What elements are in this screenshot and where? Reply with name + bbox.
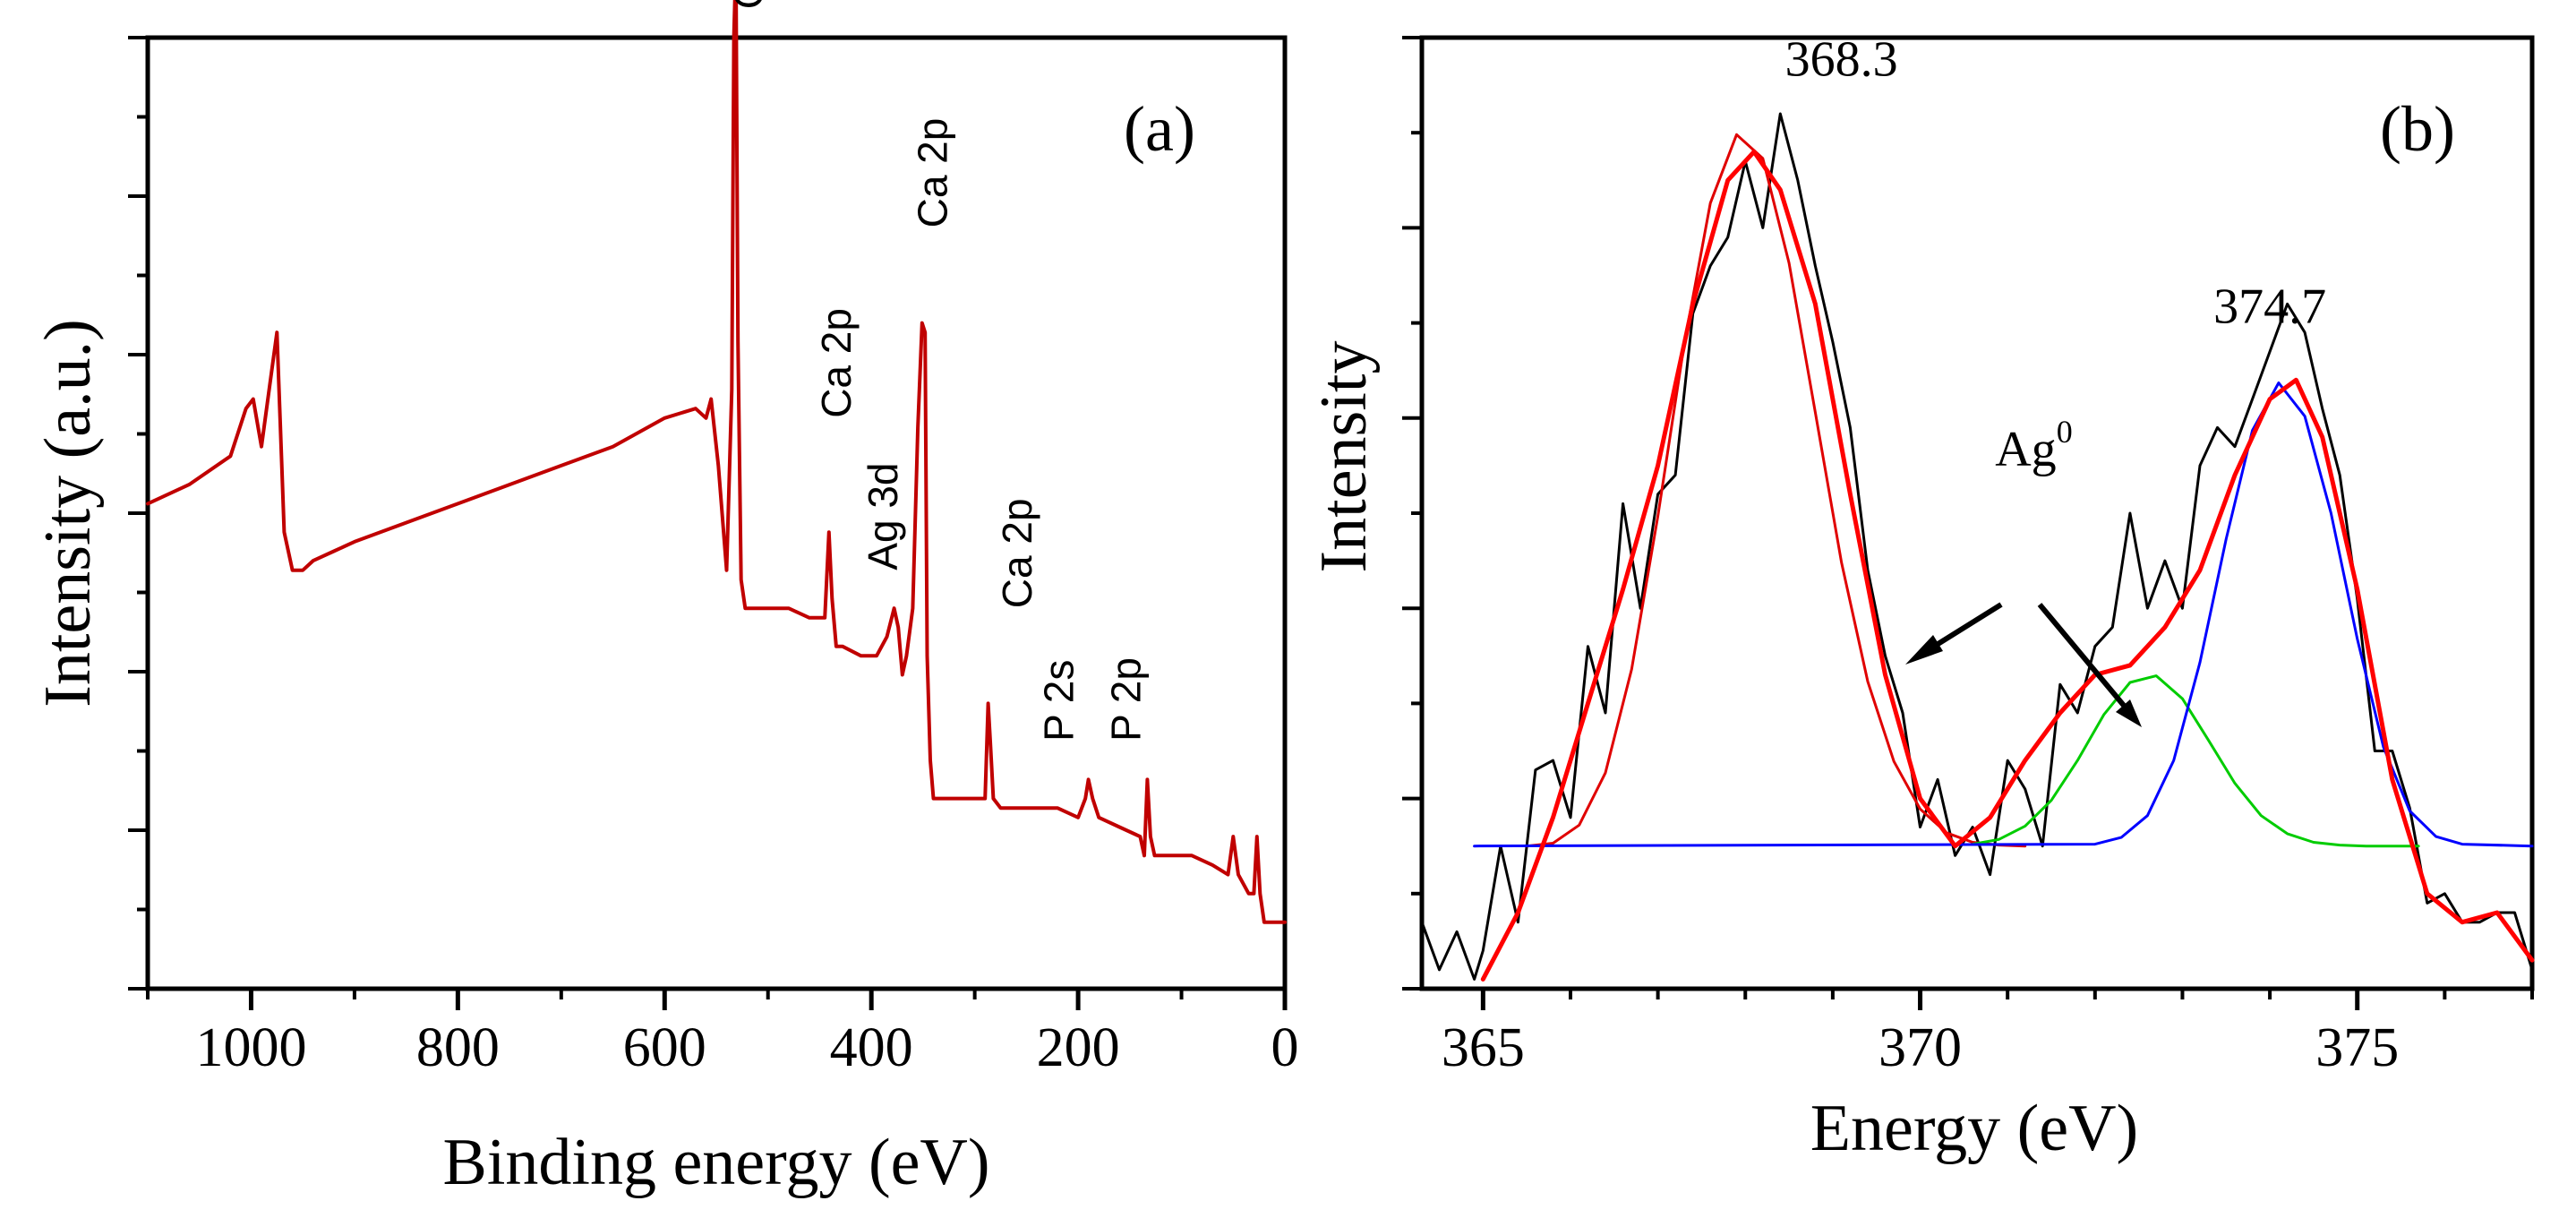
panel-label-a: (a) [1124,93,1195,165]
x-tick-label-b-1: 370 [1879,1017,1962,1078]
x-tick-label-a-5: 0 [1271,1017,1299,1078]
y-axis-label-b: Intensity [1307,341,1381,573]
annotation-a-5: P 2s [1035,660,1082,742]
annotation-text-a-4: Ca 2p [994,498,1040,608]
y-ticks-a [128,36,148,991]
annotation-text-a-3: Ca 2p [910,118,956,228]
arrow-ag0-right [2037,603,2142,727]
series-b [1420,112,2535,982]
annotation-text-a-2: Ag 3d [860,462,906,570]
annotation-text-a-6: P 2p [1102,657,1149,742]
x-tick-label-a-3: 400 [830,1017,913,1078]
annotation-a-2: Ag 3d [860,462,906,570]
y-axis-label-a: Intensity (a.u.) [31,319,105,708]
annotation-b-1: 374.7 [2213,279,2326,335]
annotation-text-b-0: 368.3 [1785,31,1898,87]
x-axis-label-a: Binding energy (eV) [442,1126,989,1199]
annotation-text-a-5: P 2s [1035,660,1082,742]
series-line-b-measured [1420,112,2534,981]
annotation-a-4: Ca 2p [994,498,1040,608]
x-tick-label-b-2: 375 [2315,1017,2399,1078]
series-line-b-peak-374-7-fit [1473,382,2534,848]
series-a [146,0,1287,924]
annotation-a-3: Ca 2p [910,118,956,228]
annotation-b-2: Ag0 [1995,414,2072,477]
x-ticks-b: 365 370 375 [1442,989,2534,1078]
series-line-a-xps-survey [146,0,1287,924]
series-line-b-envelope [1480,149,2535,982]
x-ticks-a: 1000 800 600 400 200 0 [146,989,1299,1078]
annotation-superscript-b-2: 0 [2057,414,2073,450]
annotation-a-6: P 2p [1102,657,1149,742]
x-tick-label-a-4: 200 [1037,1017,1120,1078]
series-line-b-ag0-peak-372-6-fit [1971,674,2420,848]
annotations-b: 368.3 374.7 Ag0 [1785,31,2326,476]
annotation-a-0: O 1s [725,0,772,9]
y-ticks-b [1402,36,1422,991]
arrow-ag0-left [1905,602,2003,665]
annotation-a-1: Ca 2p [813,308,860,418]
panel-label-b: (b) [2380,93,2455,165]
annotation-b-0: 368.3 [1785,31,1898,87]
annotation-text-a-0: O 1s [725,0,772,9]
annotation-text-b-2: Ag [1995,422,2056,477]
x-tick-label-a-0: 1000 [195,1017,306,1078]
x-tick-label-b-0: 365 [1442,1017,1525,1078]
x-axis-label-b: Energy (eV) [1810,1092,2138,1165]
x-tick-label-a-2: 600 [623,1017,706,1078]
x-tick-label-a-1: 800 [416,1017,500,1078]
annotation-text-a-1: Ca 2p [813,308,860,418]
annotation-text-b-1: 374.7 [2213,279,2326,335]
